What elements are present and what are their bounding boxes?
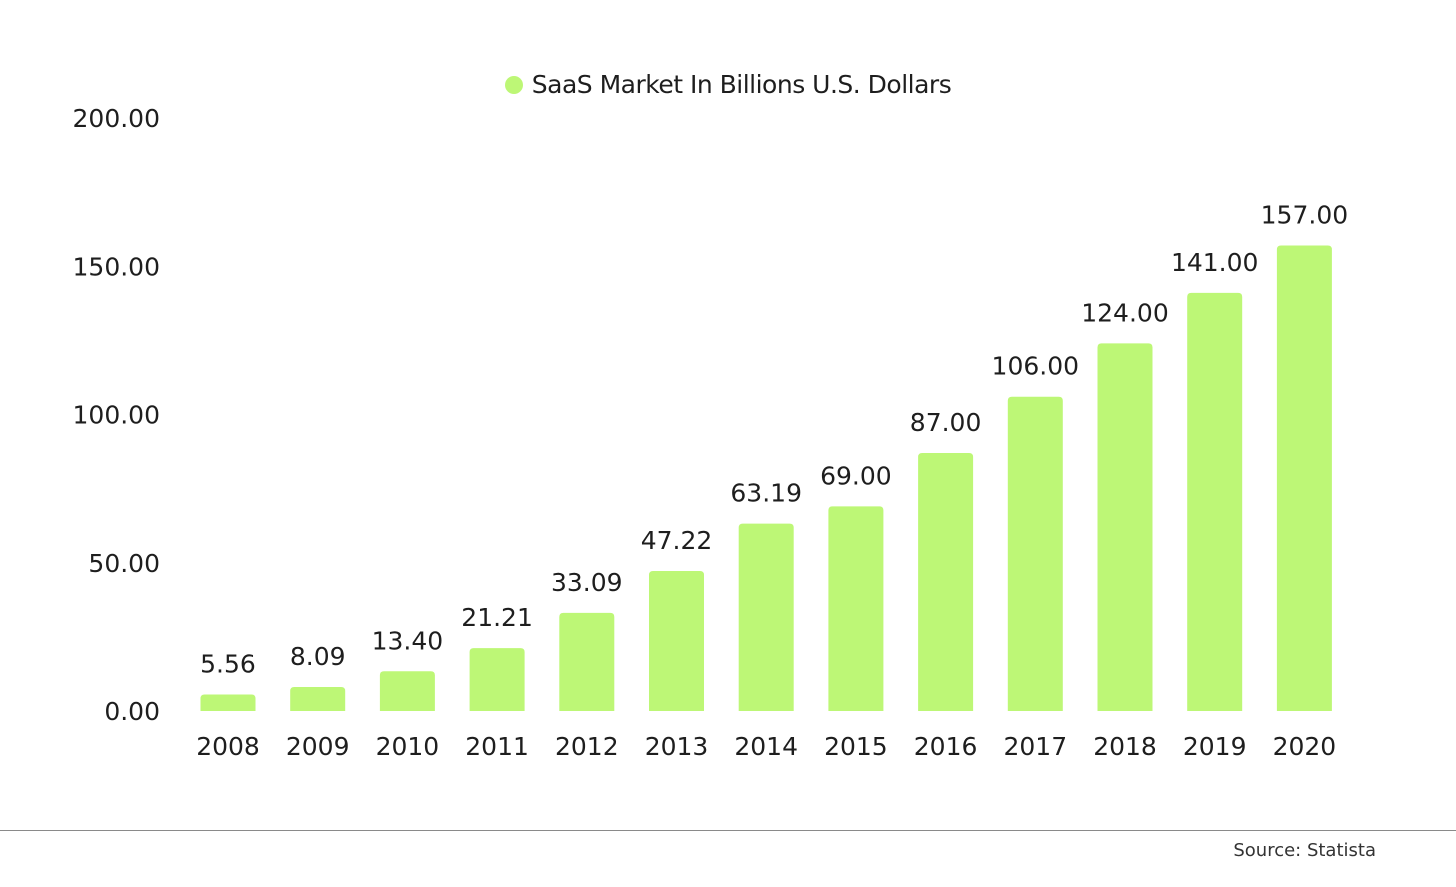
x-tick-label: 2016 [914,732,978,761]
bar [918,453,974,711]
bar [200,694,256,711]
y-tick-label: 0.00 [104,697,160,726]
bar [559,612,615,711]
bar [1187,292,1243,711]
bar-value-label: 5.56 [200,650,256,679]
y-tick-label: 50.00 [88,549,160,578]
bar [379,671,435,711]
bars: 5.56 8.09 13.40 21.21 33.09 47.22 63.19 69.00 87… [200,200,1348,711]
x-tick-label: 2017 [1003,732,1067,761]
bar-value-label: 63.19 [730,479,802,508]
bar [1007,396,1063,711]
x-axis: 2008 2009 2010 2011 2012 2013 2014 2015 2016 2017… [196,732,1336,761]
bar [1097,343,1153,711]
bar-value-label: 124.00 [1081,298,1168,327]
x-tick-label: 2019 [1183,732,1247,761]
bar-value-label: 13.40 [372,626,444,655]
source-credit: Source: Statista [1233,840,1376,861]
bar-value-label: 21.21 [461,603,533,632]
x-tick-label: 2011 [465,732,529,761]
bar-value-label: 33.09 [551,568,623,597]
legend-label: SaaS Market In Billions U.S. Dollars [531,70,952,99]
bar [290,687,346,711]
x-tick-label: 2020 [1273,732,1337,761]
y-tick-label: 150.00 [73,252,160,281]
bar [649,570,704,711]
x-tick-label: 2015 [824,732,888,761]
bar [469,648,525,711]
x-tick-label: 2013 [645,732,709,761]
x-tick-label: 2010 [376,732,440,761]
x-tick-label: 2012 [555,732,619,761]
bar-value-label: 8.09 [290,642,346,671]
y-axis: 0.00 50.00 100.00 150.00 200.00 [73,104,160,726]
bar [828,506,884,711]
bar-chart: 0.00 50.00 100.00 150.00 200.00 5.56 8.09 13.4… [73,104,1349,761]
chart-legend: SaaS Market In Billions U.S. Dollars [0,70,1456,99]
bar-value-label: 141.00 [1171,248,1258,277]
bar-value-label: 69.00 [820,461,892,490]
bar-value-label: 87.00 [910,408,982,437]
x-tick-label: 2009 [286,732,350,761]
bar-value-label: 47.22 [641,526,713,555]
bar-value-label: 106.00 [992,352,1079,381]
y-tick-label: 100.00 [73,401,160,430]
x-tick-label: 2008 [196,732,260,761]
bar [738,523,794,711]
legend-swatch [504,76,523,94]
x-tick-label: 2014 [734,732,798,761]
footer-divider [0,830,1456,831]
x-tick-label: 2018 [1093,732,1157,761]
bar-value-label: 157.00 [1261,200,1348,229]
bar [1276,245,1332,711]
y-tick-label: 200.00 [73,104,160,133]
